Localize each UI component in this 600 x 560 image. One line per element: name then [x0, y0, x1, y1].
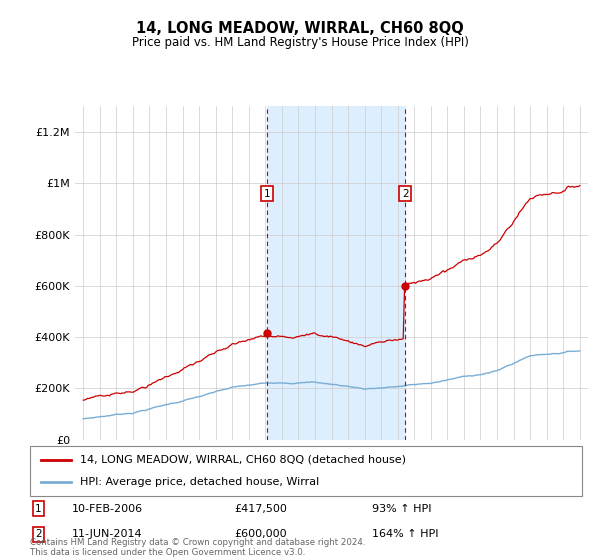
- Bar: [267, 106, 405, 440]
- Text: 164% ↑ HPI: 164% ↑ HPI: [372, 529, 439, 539]
- Text: 2: 2: [402, 189, 409, 199]
- Text: Price paid vs. HM Land Registry's House Price Index (HPI): Price paid vs. HM Land Registry's House …: [131, 36, 469, 49]
- Text: 14, LONG MEADOW, WIRRAL, CH60 8QQ (detached house): 14, LONG MEADOW, WIRRAL, CH60 8QQ (detac…: [80, 455, 406, 465]
- Text: HPI: Average price, detached house, Wirral: HPI: Average price, detached house, Wirr…: [80, 477, 319, 487]
- Text: 10-FEB-2006: 10-FEB-2006: [71, 503, 143, 514]
- Text: 2: 2: [35, 529, 41, 539]
- Text: £600,000: £600,000: [234, 529, 287, 539]
- Text: Contains HM Land Registry data © Crown copyright and database right 2024.
This d: Contains HM Land Registry data © Crown c…: [30, 538, 365, 557]
- Text: £417,500: £417,500: [234, 503, 287, 514]
- Text: 14, LONG MEADOW, WIRRAL, CH60 8QQ: 14, LONG MEADOW, WIRRAL, CH60 8QQ: [136, 21, 464, 36]
- FancyBboxPatch shape: [30, 446, 582, 496]
- Text: 1: 1: [35, 503, 41, 514]
- Text: 93% ↑ HPI: 93% ↑ HPI: [372, 503, 432, 514]
- Text: 1: 1: [263, 189, 270, 199]
- Text: 11-JUN-2014: 11-JUN-2014: [71, 529, 142, 539]
